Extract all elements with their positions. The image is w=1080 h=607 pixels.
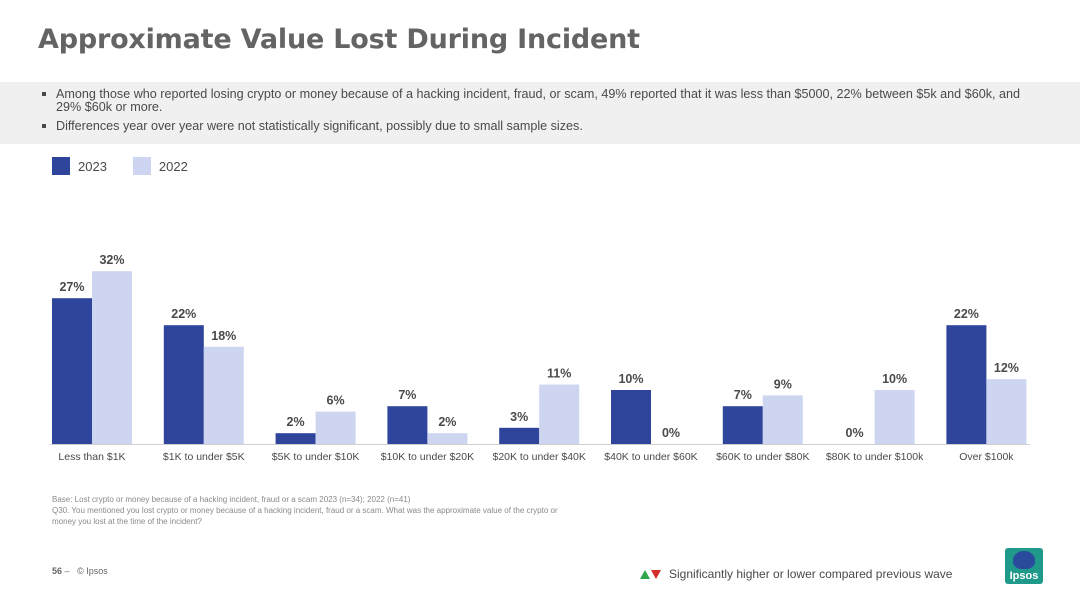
category-label-8: Over $100k [959,451,1014,463]
bar-2022-3 [427,433,468,444]
bar-2023-4 [499,427,540,444]
legend-item-2023: 2023 [52,157,107,175]
legend-label-2022: 2022 [158,158,188,174]
triangle-down-icon [651,569,661,579]
data-label-2022-4: 11% [547,367,571,381]
copyright: © Ipsos [77,566,108,576]
data-label-2023-1: 22% [171,307,196,321]
summary-panel: Among those who reported losing crypto o… [0,82,1080,144]
summary-bullet: Among those who reported losing crypto o… [42,88,1020,113]
bar-2023-6 [722,406,763,444]
bar-2022-6 [762,395,803,444]
summary-bullet: Differences year over year were not stat… [42,120,1020,133]
logo-emblem-icon [1013,551,1035,569]
chart-legend: 2023 2022 [52,157,214,175]
category-label-1: $1K to under $5K [163,451,245,463]
category-label-4: $20K to under $40K [492,451,585,463]
bar-2023-3 [387,406,428,444]
data-label-2023-7: 0% [846,426,864,440]
page-title: Approximate Value Lost During Incident [38,24,640,55]
bar-2022-4 [539,384,580,444]
significance-legend-text: Significantly higher or lower compared p… [669,567,953,581]
data-label-2022-6: 9% [774,377,792,391]
footnote-base: Base: Lost crypto or money because of a … [52,495,411,504]
summary-list: Among those who reported losing crypto o… [0,82,1080,133]
legend-item-2022: 2022 [132,157,188,175]
page-separator: – [64,566,70,576]
page-footer: 56 – © Ipsos [52,566,108,576]
legend-swatch-2023 [52,157,70,175]
data-label-2022-8: 12% [994,361,1019,375]
bar-2022-8 [986,379,1027,444]
data-label-2022-2: 6% [327,394,345,408]
bar-2022-1 [203,346,244,444]
data-label-2023-6: 7% [734,388,752,402]
data-label-2023-2: 2% [287,415,305,429]
data-label-2023-4: 3% [510,410,528,424]
data-label-2022-5: 0% [662,426,680,440]
category-label-5: $40K to under $60K [604,451,697,463]
bar-2022-0 [92,271,132,444]
category-label-2: $5K to under $10K [272,451,360,463]
bar-2022-2 [315,411,356,444]
legend-label-2023: 2023 [78,158,107,174]
footnote: Base: Lost crypto or money because of a … [52,494,572,527]
data-label-2023-3: 7% [398,388,416,402]
bar-2023-8 [946,325,987,444]
category-label-6: $60K to under $80K [716,451,809,463]
footnote-question: Q30. You mentioned you lost crypto or mo… [52,506,558,526]
data-label-2022-1: 18% [211,329,236,343]
page-number: 56 [52,566,63,576]
category-label-3: $10K to under $20K [381,451,474,463]
bar-2023-5 [611,390,651,444]
data-label-2023-8: 22% [954,307,979,321]
legend-swatch-2022 [132,157,151,175]
triangle-up-icon [640,569,650,579]
data-label-2022-7: 10% [882,372,907,386]
bar-2023-0 [52,298,92,444]
bar-chart: 27% 32% Less than $1K 22% 18% $1K to under $5… [50,253,1030,463]
data-label-2022-0: 32% [99,253,124,267]
logo-text: Ipsos [1009,570,1039,582]
bar-2022-7 [874,390,915,444]
bar-2023-2 [275,433,316,444]
data-label-2023-5: 10% [618,372,643,386]
data-label-2023-0: 27% [59,280,84,294]
data-label-2022-3: 2% [438,415,456,429]
ipsos-logo: Ipsos [1005,548,1043,584]
bar-2023-1 [163,325,204,444]
category-label-0: Less than $1K [58,451,125,463]
significance-legend: Significantly higher or lower compared p… [640,567,952,581]
category-label-7: $80K to under $100k [826,451,924,463]
